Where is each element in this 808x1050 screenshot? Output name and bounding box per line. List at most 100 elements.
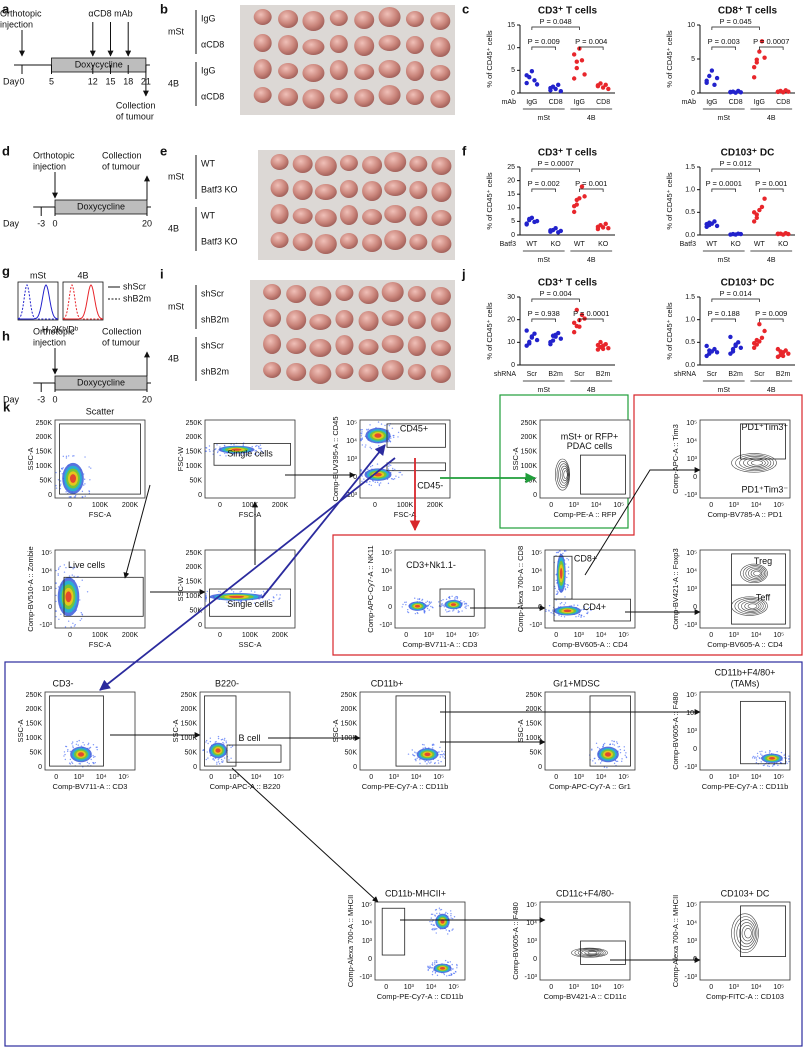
y-tick-label: -10³ bbox=[525, 974, 538, 981]
y-axis-label: Comp-APC-A :: Tim3 bbox=[671, 424, 680, 494]
event-dot bbox=[78, 762, 80, 765]
data-point bbox=[527, 216, 532, 222]
event-dot bbox=[71, 741, 74, 743]
event-dot bbox=[564, 596, 566, 598]
event-dot bbox=[430, 605, 432, 608]
p-value: P = 0.0007 bbox=[537, 159, 573, 168]
event-dot bbox=[71, 574, 73, 576]
tumour bbox=[286, 363, 307, 381]
y-tick-label: 200K bbox=[186, 564, 203, 571]
event-dot bbox=[370, 447, 373, 450]
tumour bbox=[362, 234, 383, 252]
event-dot bbox=[446, 912, 449, 915]
event-dot bbox=[545, 608, 547, 611]
contour bbox=[581, 949, 602, 956]
event-dot bbox=[440, 605, 442, 608]
event-dot bbox=[602, 745, 604, 748]
collection-label: Collection bbox=[102, 326, 142, 336]
event-dot bbox=[439, 746, 441, 749]
event-dot bbox=[435, 932, 437, 934]
event-dot bbox=[411, 749, 413, 751]
y-tick-label: 0.0 bbox=[685, 362, 695, 369]
y-tick-label: 0 bbox=[368, 956, 372, 963]
event-dot bbox=[428, 609, 430, 611]
event-dot bbox=[625, 756, 627, 758]
x-tick-label: 200K bbox=[122, 502, 139, 509]
event-dot bbox=[69, 496, 72, 498]
event-dot bbox=[242, 444, 244, 447]
y-tick-label: -10³ bbox=[685, 764, 698, 771]
event-dot bbox=[378, 484, 381, 487]
event-dot bbox=[566, 557, 568, 560]
event-dot bbox=[456, 967, 458, 969]
event-dot bbox=[63, 564, 66, 566]
tumour bbox=[405, 61, 424, 81]
data-point bbox=[751, 341, 757, 346]
event-dot bbox=[360, 438, 362, 440]
event-dot bbox=[361, 429, 363, 431]
event-dot bbox=[217, 450, 219, 452]
event-dot bbox=[431, 920, 433, 923]
event-dot bbox=[557, 591, 559, 593]
day-label: 20 bbox=[142, 394, 152, 404]
day-label: 20 bbox=[142, 218, 152, 228]
event-dot bbox=[57, 568, 60, 571]
y-tick-label: 250K bbox=[36, 420, 53, 427]
event-dot bbox=[96, 746, 98, 748]
y-axis-label: % of CD45⁺ cells bbox=[485, 302, 494, 360]
event-dot bbox=[59, 565, 61, 568]
gate bbox=[580, 454, 626, 495]
data-point bbox=[780, 353, 786, 359]
contour bbox=[751, 460, 763, 466]
event-dot bbox=[623, 749, 626, 752]
tumour bbox=[309, 314, 332, 330]
contour bbox=[743, 457, 769, 469]
contour bbox=[748, 567, 764, 579]
event-dot bbox=[232, 591, 235, 593]
event-dot bbox=[613, 740, 615, 743]
data-point bbox=[571, 209, 577, 215]
x-axis-label: FSC-A bbox=[89, 510, 112, 519]
row-label: mAb bbox=[682, 99, 697, 106]
event-dot bbox=[419, 762, 421, 765]
y-tick-label: 10⁴ bbox=[361, 920, 372, 927]
tumour bbox=[354, 89, 375, 107]
event-dot bbox=[90, 467, 92, 469]
event-dot bbox=[93, 762, 95, 765]
contour bbox=[560, 465, 569, 484]
tumour bbox=[292, 233, 313, 251]
data-point bbox=[532, 78, 537, 83]
event-dot bbox=[566, 586, 569, 588]
event-dot bbox=[220, 739, 223, 741]
event-dot bbox=[432, 969, 435, 971]
gate-label: CD3+Nk1.1- bbox=[406, 560, 456, 570]
tumour bbox=[381, 335, 404, 353]
contour bbox=[739, 456, 772, 470]
tumour bbox=[302, 64, 325, 82]
event-dot bbox=[598, 758, 600, 761]
y-tick-label: 100K bbox=[181, 735, 198, 742]
p-bracket bbox=[531, 26, 580, 30]
event-dot bbox=[224, 452, 226, 455]
tumour bbox=[384, 180, 407, 196]
p-bracket bbox=[579, 318, 604, 322]
event-dot bbox=[555, 551, 558, 554]
event-dot bbox=[453, 609, 455, 611]
contour bbox=[753, 570, 761, 577]
contour bbox=[747, 603, 758, 609]
x-tick-label: 0 bbox=[709, 502, 713, 509]
data-point bbox=[759, 204, 765, 210]
row-label: Batf3 bbox=[680, 241, 696, 248]
tumour bbox=[329, 88, 348, 104]
event-dot bbox=[431, 966, 433, 969]
event-dot bbox=[82, 484, 85, 486]
event-dot bbox=[387, 482, 390, 485]
data-point bbox=[757, 207, 762, 213]
contour bbox=[554, 458, 570, 491]
x-tick-label: 100K bbox=[92, 502, 109, 509]
event-dot bbox=[378, 483, 380, 485]
event-dot bbox=[262, 590, 265, 593]
event-dot bbox=[78, 739, 80, 742]
density bbox=[563, 609, 572, 613]
y-tick-label: 10³ bbox=[362, 938, 373, 945]
